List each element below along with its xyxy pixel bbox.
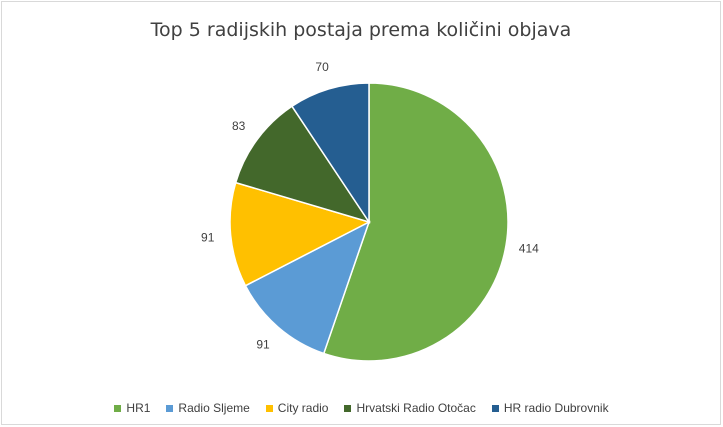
- data-label-hrvatski-radio-oto-ac: 83: [232, 119, 246, 133]
- legend-swatch: [265, 404, 273, 412]
- legend-item-hrvatski-radio-oto-ac: Hrvatski Radio Otočac: [344, 401, 476, 415]
- chart-title: Top 5 radijskih postaja prema količini o…: [150, 19, 572, 41]
- pie-slice-hrvatski-radio-oto-ac: [234, 105, 371, 224]
- legend-label: Hrvatski Radio Otočac: [356, 401, 476, 415]
- legend-item-city-radio: City radio: [265, 401, 329, 415]
- chart-legend: HR1 Radio Sljeme City radio Hrvatski Radio …: [0, 401, 723, 415]
- legend-label: Radio Sljeme: [178, 401, 250, 415]
- pie-slice-radio-sljeme: [244, 220, 371, 355]
- pie-slice-hr1: [322, 82, 509, 362]
- legend-swatch: [491, 404, 499, 412]
- data-label-hr1: 414: [519, 242, 539, 256]
- legend-swatch: [166, 404, 174, 412]
- legend-swatch: [344, 404, 352, 412]
- legend-swatch: [114, 404, 122, 412]
- legend-item-hr-radio-dubrovnik: HR radio Dubrovnik: [491, 401, 609, 415]
- legend-label: City radio: [277, 401, 329, 415]
- data-label-hr-radio-dubrovnik: 70: [315, 60, 329, 74]
- pie-slice-hr-radio-dubrovnik: [290, 82, 370, 225]
- legend-label: HR radio Dubrovnik: [503, 401, 609, 415]
- pie-chart: 414 91 91 83 70: [201, 60, 539, 362]
- legend-item-hr1: HR1: [114, 401, 150, 415]
- data-label-city-radio: 91: [201, 230, 215, 244]
- pie-slice-city-radio: [229, 181, 372, 287]
- legend-item-radio-sljeme: Radio Sljeme: [166, 401, 250, 415]
- data-label-radio-sljeme: 91: [256, 338, 270, 352]
- legend-label: HR1: [126, 401, 151, 415]
